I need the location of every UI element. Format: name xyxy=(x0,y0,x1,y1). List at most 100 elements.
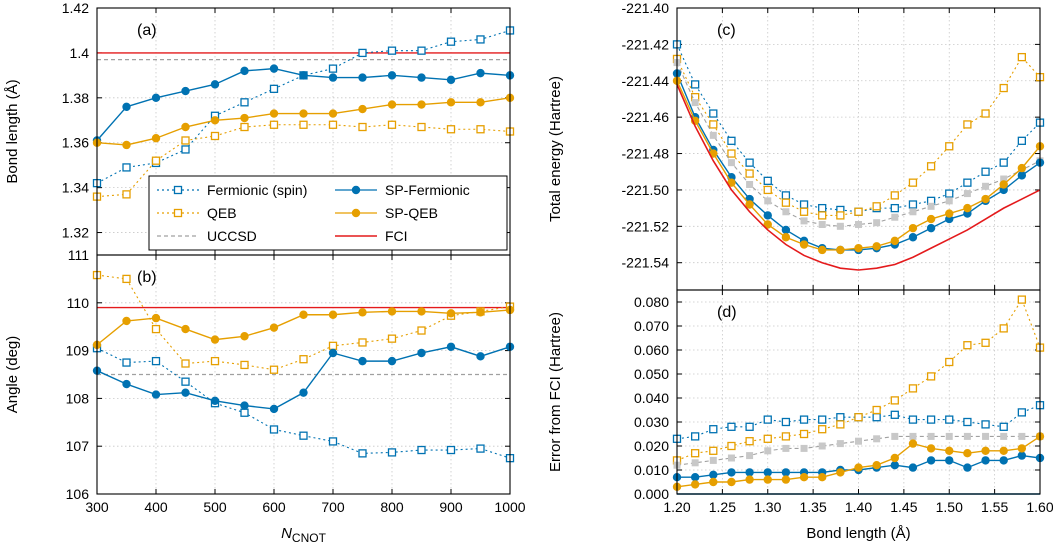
data-point xyxy=(299,355,308,364)
data-point xyxy=(926,456,936,465)
data-point xyxy=(387,448,397,457)
data-point xyxy=(690,473,700,482)
data-point xyxy=(210,396,220,405)
data-point xyxy=(873,219,881,227)
data-point xyxy=(763,220,772,229)
data-point xyxy=(945,446,954,455)
data-point xyxy=(745,475,754,484)
data-point xyxy=(945,415,954,424)
data-point xyxy=(999,446,1008,455)
y-tick-label: 0.040 xyxy=(634,390,669,406)
data-point xyxy=(872,413,881,422)
x-tick-label: 1.35 xyxy=(800,499,827,515)
data-point xyxy=(358,338,367,347)
data-point xyxy=(269,365,279,374)
data-point xyxy=(181,388,190,397)
data-point xyxy=(709,109,718,118)
x-tick-label: 1000 xyxy=(494,499,525,515)
x-tick-label: 400 xyxy=(144,499,168,515)
data-point xyxy=(854,463,863,472)
data-point xyxy=(476,308,485,317)
data-point xyxy=(781,198,791,207)
data-point xyxy=(417,73,426,82)
data-point xyxy=(854,207,863,216)
data-point xyxy=(446,37,456,46)
legend-item-qeb: QEB xyxy=(157,205,237,221)
data-point xyxy=(799,240,809,249)
panel-d-error-from-fci: 1.20 1.25 1.30 1.35 1.40 1.45 1.50 1.55 1.60 0.00… xyxy=(547,289,1053,542)
data-point xyxy=(269,84,279,93)
data-point xyxy=(745,158,754,167)
data-point xyxy=(387,356,397,366)
data-point xyxy=(1017,295,1026,304)
data-point xyxy=(299,120,308,129)
data-point xyxy=(891,432,899,440)
data-point xyxy=(800,444,808,452)
data-point xyxy=(476,68,485,78)
data-point xyxy=(836,440,844,448)
data-point xyxy=(691,459,699,467)
data-point xyxy=(818,425,827,434)
ticks-b: 300 400 500 600 700 800 900 1000 106 107 108 109 110… xyxy=(66,247,526,515)
data-point xyxy=(926,415,936,424)
x-tick-label: 600 xyxy=(262,499,286,515)
data-point xyxy=(358,122,367,132)
data-point xyxy=(1017,52,1026,62)
y-tick-label: 0.080 xyxy=(634,294,669,310)
data-point xyxy=(745,169,754,178)
panel-label: (a) xyxy=(137,22,157,39)
data-point xyxy=(358,73,367,82)
data-point xyxy=(269,120,279,129)
y-axis-label: Error from FCI (Hartree) xyxy=(547,312,564,472)
data-point xyxy=(909,208,917,216)
data-point xyxy=(299,388,308,397)
series-qeb xyxy=(672,295,1045,465)
y-tick-label: 0.020 xyxy=(634,438,669,454)
data-point xyxy=(927,432,935,440)
y-tick-label: -221.46 xyxy=(622,109,670,125)
data-point xyxy=(945,189,954,198)
data-point xyxy=(908,415,918,424)
data-point xyxy=(727,468,736,477)
data-point xyxy=(210,335,220,344)
data-point xyxy=(727,159,735,167)
y-tick-label: -221.40 xyxy=(622,0,670,16)
data-point xyxy=(926,162,936,171)
data-point xyxy=(417,46,426,55)
data-point xyxy=(690,480,700,489)
y-tick-label: 1.34 xyxy=(62,180,89,196)
data-point xyxy=(781,233,791,242)
data-point xyxy=(328,73,338,82)
data-point xyxy=(763,211,772,220)
series-qeb xyxy=(92,120,515,201)
data-point xyxy=(691,432,700,441)
data-point xyxy=(981,338,990,347)
data-point xyxy=(999,422,1008,431)
data-point xyxy=(151,324,161,334)
data-point xyxy=(981,456,990,465)
data-point xyxy=(908,200,918,209)
x-axis-label: NCNOT xyxy=(281,525,327,545)
data-point xyxy=(240,113,249,123)
data-point xyxy=(999,180,1008,189)
data-point xyxy=(799,200,809,209)
data-point xyxy=(781,225,791,235)
data-point xyxy=(417,445,426,455)
data-point xyxy=(446,445,456,455)
data-point xyxy=(181,122,190,132)
data-point xyxy=(908,384,918,393)
data-point xyxy=(945,142,954,151)
x-tick-label: 1.40 xyxy=(845,499,872,515)
data-point xyxy=(269,425,279,434)
y-tick-label: 110 xyxy=(67,295,90,311)
data-point xyxy=(836,420,845,429)
y-axis-label: Angle (deg) xyxy=(4,336,21,414)
data-point xyxy=(963,432,971,440)
data-point xyxy=(181,145,190,154)
y-tick-label: 0.060 xyxy=(634,342,669,358)
x-axis-label-main: N xyxy=(281,525,292,542)
data-point xyxy=(854,413,863,422)
data-point xyxy=(727,422,736,431)
data-point xyxy=(818,211,827,220)
